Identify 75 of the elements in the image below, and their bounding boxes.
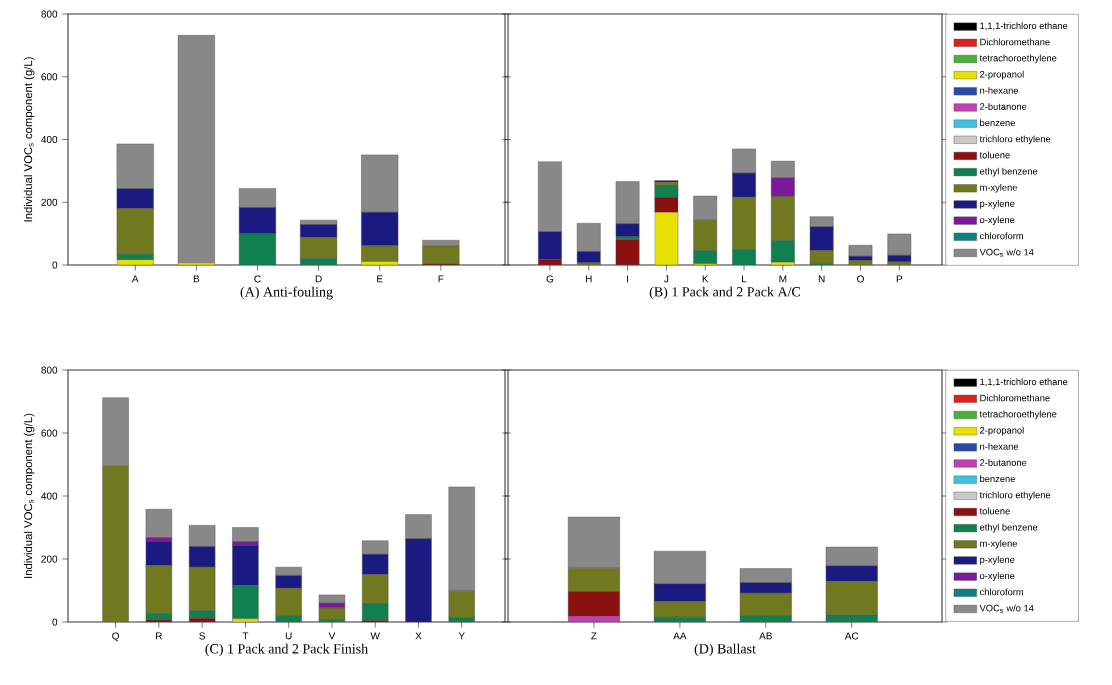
y-tick-label: 400 <box>41 492 58 500</box>
legend-label: tetrachoroethylene <box>979 410 1057 420</box>
legend-label: o-xylene <box>979 216 1015 225</box>
x-tick-label: J <box>664 275 669 283</box>
y-axis-title: Individual VOC$_{s}$ component (g/L) <box>23 57 35 222</box>
x-tick-label: C <box>254 275 261 283</box>
legend-label: toluene <box>979 151 1010 159</box>
x-tick-label: E <box>377 275 383 283</box>
x-tick-label: AB <box>759 632 772 640</box>
legend-label: ethyl benzene <box>979 523 1038 533</box>
x-tick-label: Y <box>458 632 465 640</box>
legend-label: 1,1,1-trichloro ethane <box>980 378 1068 387</box>
x-tick-label: G <box>546 275 554 283</box>
legend-label: o-xylene <box>979 572 1015 581</box>
legend-label: m-xylene <box>980 183 1018 193</box>
legend-label: 1,1,1-trichloro ethane <box>980 22 1068 31</box>
x-tick-label: N <box>818 275 825 283</box>
y-axis-title: Individual VOC$_{s}$ component (g/L) <box>23 413 35 578</box>
legend-label: benzene <box>980 475 1015 483</box>
x-tick-label: U <box>285 632 292 640</box>
x-tick-label: V <box>328 632 336 640</box>
y-tick-label: 0 <box>52 261 58 269</box>
y-tick-label: 0 <box>52 618 58 626</box>
x-tick-label: O <box>857 275 864 283</box>
y-tick-label: 400 <box>41 135 58 144</box>
x-tick-label: I <box>627 275 629 283</box>
text: (D) Ballast <box>694 643 756 657</box>
text: (A) Anti-fouling <box>240 286 333 300</box>
legend-label: trichloro ethylene <box>979 135 1051 145</box>
y-tick-label: 200 <box>41 198 58 206</box>
x-tick-label: X <box>415 632 422 640</box>
x-tick-label: T <box>242 632 249 640</box>
x-tick-label: B <box>193 275 200 283</box>
x-tick-label: H <box>585 275 592 283</box>
legend-label: VOC$_{s}$ w/o 14 <box>979 604 1034 613</box>
legend-label: trichloro ethylene <box>979 491 1051 501</box>
legend-label: benzene <box>980 119 1015 127</box>
x-tick-label: K <box>702 275 709 283</box>
legend-label: n-hexane <box>980 442 1019 450</box>
legend-label: n-hexane <box>980 86 1019 94</box>
legend-label: 2-butanone <box>980 103 1027 110</box>
x-tick-label: F <box>438 275 444 283</box>
legend-label: 2-butanone <box>980 459 1027 466</box>
legend-label: chloroform <box>979 232 1024 240</box>
legend-label: chloroform <box>979 588 1024 596</box>
x-tick-label: D <box>315 275 322 283</box>
legend-label: VOC$_{s}$ w/o 14 <box>979 248 1034 257</box>
x-tick-label: L <box>742 275 747 283</box>
x-tick-label: A <box>131 275 139 283</box>
x-tick-label: AA <box>673 632 687 640</box>
x-tick-label: W <box>370 632 380 640</box>
y-tick-label: 600 <box>41 429 58 437</box>
legend-label: Dichloromethane <box>980 394 1050 402</box>
legend-label: p-xylene <box>980 200 1015 209</box>
legend-label: 2-propanol <box>980 70 1024 80</box>
legend-label: tetrachoroethylene <box>979 54 1057 64</box>
legend-label: ethyl benzene <box>979 167 1038 177</box>
x-tick-label: S <box>199 632 206 640</box>
x-tick-label: M <box>779 275 787 283</box>
x-tick-label: Z <box>591 632 597 640</box>
y-tick-label: 200 <box>41 555 58 563</box>
text: (B) 1 Pack and 2 Pack A/C <box>649 286 801 300</box>
y-tick-label: 800 <box>41 10 58 18</box>
legend-label: m-xylene <box>980 539 1018 549</box>
y-tick-label: 800 <box>41 366 58 374</box>
y-tick-label: 600 <box>41 73 58 81</box>
legend-label: toluene <box>979 507 1010 515</box>
x-tick-label: P <box>896 275 903 283</box>
legend-label: Dichloromethane <box>980 38 1050 46</box>
legend-label: 2-propanol <box>980 426 1024 436</box>
text: (C) 1 Pack and 2 Pack Finish <box>205 643 368 657</box>
x-tick-label: R <box>156 632 163 640</box>
x-tick-label: Q <box>112 632 120 642</box>
x-tick-label: AC <box>844 632 859 640</box>
legend-label: p-xylene <box>980 556 1015 565</box>
